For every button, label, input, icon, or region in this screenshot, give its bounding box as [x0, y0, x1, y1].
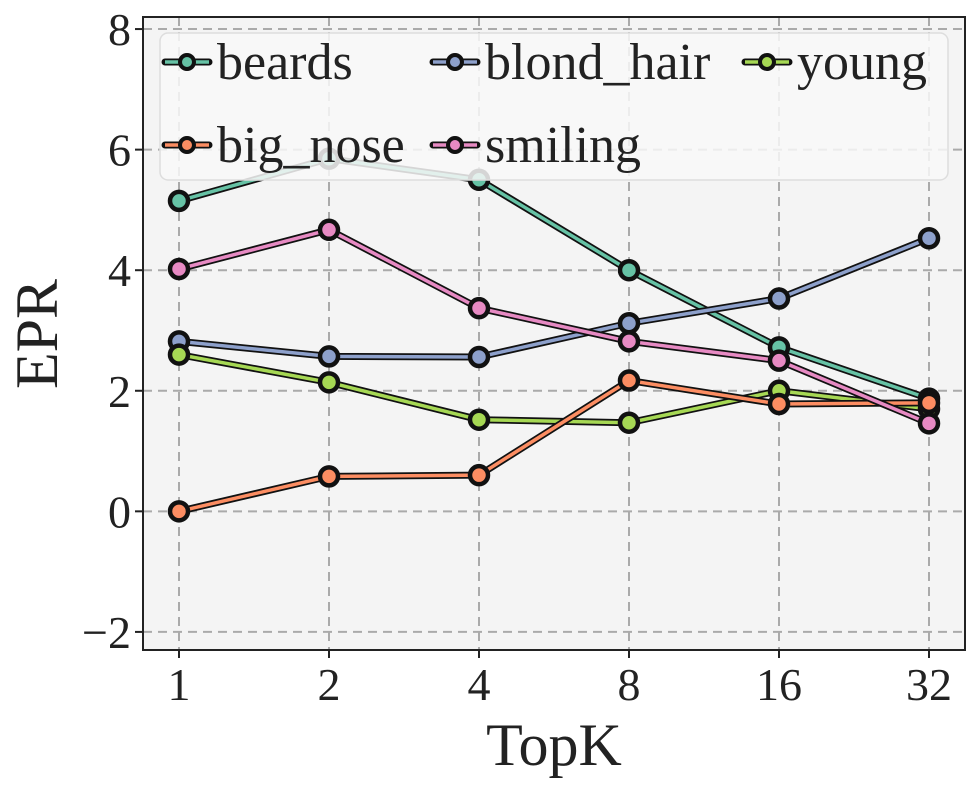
- series-big-nose: [167, 369, 941, 523]
- series-line: [178, 236, 930, 359]
- x-axis-title: TopK: [486, 712, 622, 778]
- data-point: [317, 465, 341, 488]
- y-axis-title: EPR: [4, 279, 70, 389]
- legend-box: [159, 32, 949, 181]
- legend-item-young: young: [741, 34, 927, 91]
- series-smiling: [167, 218, 941, 435]
- y-tick-label: 2: [108, 366, 131, 417]
- x-tick-label: 2: [318, 659, 341, 710]
- y-tick-label: 8: [108, 4, 131, 55]
- legend-marker: [178, 53, 196, 71]
- data-point: [617, 369, 641, 392]
- data-point: [767, 287, 791, 310]
- y-axis-ticks: −2 0 2 4 6 8: [82, 4, 143, 658]
- legend-label: young: [797, 34, 927, 91]
- series-line: [178, 228, 930, 425]
- x-tick-label: 1: [168, 659, 191, 710]
- x-tick-label: 4: [468, 659, 491, 710]
- legend-item-blond-hair: blond_hair: [429, 34, 710, 91]
- data-point: [467, 408, 491, 431]
- legend-label: smiling: [485, 117, 641, 174]
- data-point: [317, 218, 341, 242]
- x-tick-label: 16: [756, 659, 802, 710]
- data-point: [317, 345, 341, 368]
- y-tick-label: 6: [108, 125, 131, 176]
- data-point: [767, 392, 791, 416]
- legend-item-big-nose: big_nose: [161, 117, 405, 174]
- series-line: [178, 378, 930, 514]
- data-point: [617, 258, 641, 282]
- data-point: [167, 257, 191, 281]
- y-tick-label: 0: [108, 486, 131, 537]
- data-point: [467, 463, 491, 487]
- data-point: [917, 226, 941, 250]
- legend-marker: [446, 53, 464, 71]
- series-line: [178, 352, 930, 425]
- data-point: [617, 411, 641, 434]
- legend: beards blond_hair young big_nose smiling: [159, 32, 949, 181]
- legend-marker: [446, 136, 464, 154]
- data-point: [467, 296, 491, 320]
- legend-marker: [758, 53, 776, 71]
- y-tick-label: −2: [82, 607, 131, 658]
- x-tick-label: 32: [906, 659, 952, 710]
- data-point: [167, 189, 191, 213]
- data-point: [767, 349, 791, 372]
- data-point: [617, 330, 641, 353]
- legend-item-beards: beards: [161, 34, 353, 91]
- data-point: [917, 412, 941, 435]
- legend-item-smiling: smiling: [429, 117, 641, 174]
- data-point: [917, 391, 941, 415]
- y-tick-label: 4: [108, 245, 131, 296]
- data-point: [617, 312, 641, 335]
- data-point: [167, 343, 191, 366]
- legend-label: beards: [217, 34, 353, 91]
- data-point: [167, 500, 191, 523]
- data-point: [317, 371, 341, 394]
- x-tick-label: 8: [618, 659, 641, 710]
- legend-label: blond_hair: [485, 34, 710, 91]
- x-axis-ticks: 1 2 4 8 16 32: [168, 650, 952, 710]
- data-point: [467, 345, 491, 369]
- legend-label: big_nose: [217, 117, 405, 174]
- plot-frame: [142, 16, 966, 651]
- legend-marker: [178, 136, 196, 154]
